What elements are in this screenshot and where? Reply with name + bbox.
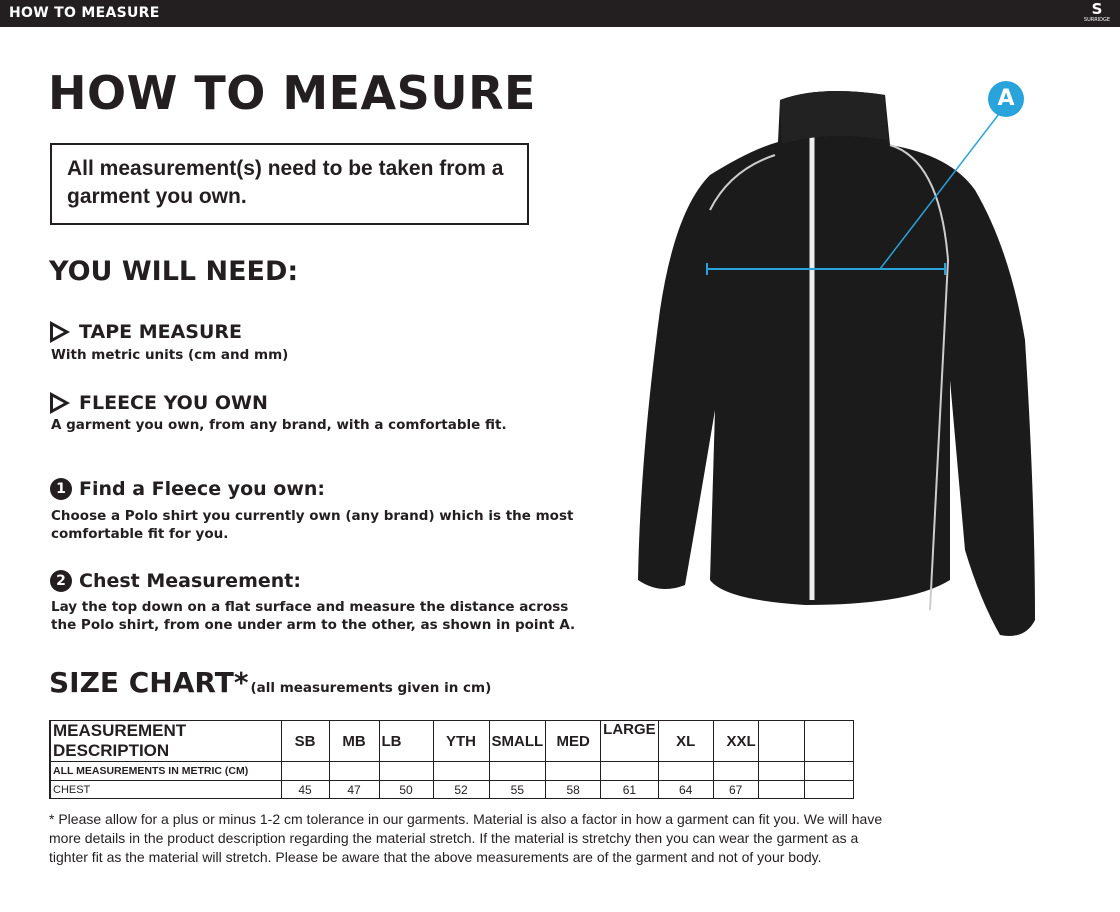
top-bar-title: HOW TO MEASURE [9, 5, 160, 21]
header-cell: MEASUREMENT DESCRIPTION [49, 720, 282, 762]
footnote: * Please allow for a plus or minus 1-2 c… [49, 811, 883, 865]
header-cell: SB [280, 720, 330, 762]
cell: 52 [432, 780, 490, 799]
step-title: Find a Fleece you own: [79, 478, 326, 500]
cell [757, 780, 805, 799]
cell: 47 [328, 780, 380, 799]
header-cell: XL [657, 720, 714, 762]
fleece-jacket-image [638, 91, 1035, 636]
item-title: FLEECE YOU OWN [79, 392, 268, 414]
size-chart-subtitle: (all measurements given in cm) [250, 680, 492, 696]
cell: 55 [488, 780, 547, 799]
header-cell: MB [328, 720, 380, 762]
step-desc: Lay the top down on a flat surface and m… [51, 599, 576, 633]
header-cell: MED [545, 720, 602, 762]
step-desc: Choose a Polo shirt you currently own (a… [51, 508, 574, 542]
table-row: CHEST 45 47 50 52 55 58 61 64 67 [49, 780, 854, 799]
header-cell: YTH [432, 720, 490, 762]
cell: 45 [280, 780, 330, 799]
item-desc: With metric units (cm and mm) [51, 347, 289, 363]
note-box: All measurement(s) need to be taken from… [50, 143, 529, 225]
step-number-icon: 2 [50, 570, 72, 592]
item-desc: A garment you own, from any brand, with … [51, 417, 507, 433]
play-arrow-icon [50, 392, 70, 414]
item-title: TAPE MEASURE [79, 321, 243, 343]
top-bar: HOW TO MEASURE S SURRIDGE [0, 0, 1120, 27]
item-tape-measure: TAPE MEASURE [50, 321, 242, 343]
cell: 64 [657, 780, 714, 799]
pointer-line [879, 109, 1003, 270]
header-cell: XXL [712, 720, 759, 762]
page-title: HOW TO MEASURE [48, 66, 536, 120]
step-2: 2 Chest Measurement: [50, 570, 301, 592]
table-row: ALL MEASUREMENTS IN METRIC (CM) [49, 761, 854, 781]
cell [803, 780, 854, 799]
cell: 50 [378, 780, 434, 799]
step-title: Chest Measurement: [79, 570, 301, 592]
size-chart-title: SIZE CHART* [49, 666, 249, 699]
table-header-row: MEASUREMENT DESCRIPTION SB MB LB YTH SMA… [49, 720, 854, 762]
surridge-logo: S SURRIDGE [1083, 0, 1111, 24]
cell: 67 [712, 780, 759, 799]
size-chart-table: MEASUREMENT DESCRIPTION SB MB LB YTH SMA… [49, 720, 854, 799]
row-label: ALL MEASUREMENTS IN METRIC (CM) [49, 761, 282, 781]
size-chart-heading: SIZE CHART* (all measurements given in c… [49, 666, 491, 699]
you-will-need-heading: YOU WILL NEED: [49, 256, 299, 287]
play-arrow-icon [50, 321, 70, 343]
step-number-icon: 1 [50, 478, 72, 500]
header-cell [757, 720, 805, 762]
cell: 58 [545, 780, 602, 799]
header-cell: LARGE [600, 720, 659, 762]
point-a-marker: A [988, 81, 1024, 117]
header-cell: LB [378, 720, 434, 762]
step-1: 1 Find a Fleece you own: [50, 478, 325, 500]
header-cell: SMALL [488, 720, 547, 762]
item-fleece: FLEECE YOU OWN [50, 392, 268, 414]
cell: 61 [600, 780, 659, 799]
row-label: CHEST [49, 780, 282, 799]
header-cell [803, 720, 854, 762]
